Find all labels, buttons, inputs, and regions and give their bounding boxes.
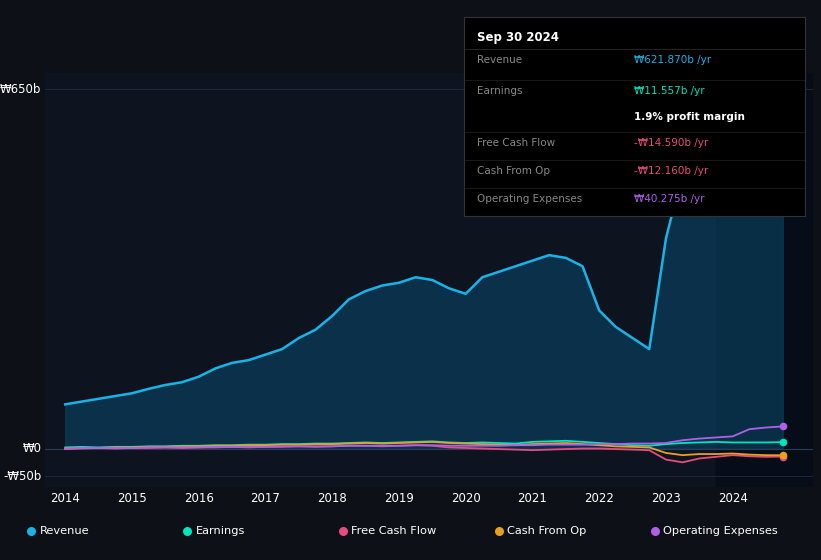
Text: ₩11.557b /yr: ₩11.557b /yr	[635, 86, 705, 96]
Text: 1.9% profit margin: 1.9% profit margin	[635, 112, 745, 122]
Point	[493, 526, 506, 535]
Text: ₩0: ₩0	[22, 442, 41, 455]
Point	[776, 100, 789, 109]
Point	[776, 438, 789, 447]
Point	[25, 526, 38, 535]
Text: Operating Expenses: Operating Expenses	[478, 194, 583, 204]
Text: Free Cash Flow: Free Cash Flow	[478, 138, 556, 148]
Text: ₩621.870b /yr: ₩621.870b /yr	[635, 54, 711, 64]
Text: -₩12.160b /yr: -₩12.160b /yr	[635, 166, 709, 176]
Text: Earnings: Earnings	[195, 526, 245, 536]
Text: Revenue: Revenue	[478, 54, 523, 64]
Point	[181, 526, 194, 535]
Text: ₩40.275b /yr: ₩40.275b /yr	[635, 194, 704, 204]
Text: -₩14.590b /yr: -₩14.590b /yr	[635, 138, 709, 148]
Text: Cash From Op: Cash From Op	[507, 526, 587, 536]
Text: Operating Expenses: Operating Expenses	[663, 526, 778, 536]
Point	[776, 452, 789, 461]
Point	[337, 526, 350, 535]
Text: Sep 30 2024: Sep 30 2024	[478, 31, 559, 44]
Text: Free Cash Flow: Free Cash Flow	[351, 526, 437, 536]
Point	[776, 451, 789, 460]
Text: Revenue: Revenue	[39, 526, 89, 536]
Text: Earnings: Earnings	[478, 86, 523, 96]
Text: Cash From Op: Cash From Op	[478, 166, 551, 176]
Point	[776, 422, 789, 431]
Text: -₩50b: -₩50b	[3, 470, 41, 483]
Point	[649, 526, 662, 535]
Bar	[716, 73, 813, 487]
Text: ₩650b: ₩650b	[0, 83, 41, 96]
